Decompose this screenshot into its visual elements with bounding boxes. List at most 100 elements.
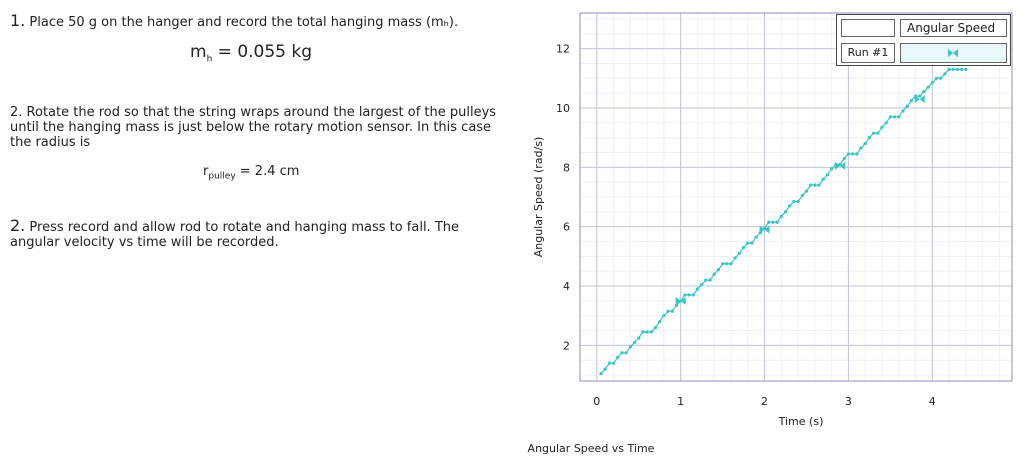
step-2-text: Rotate the rod so that the string wraps … [10, 105, 497, 150]
y-tick-label: 8 [563, 161, 570, 174]
data-point [830, 167, 834, 171]
data-point [863, 141, 867, 146]
y-tick-label: 4 [563, 280, 570, 293]
mass-symbol: m [190, 42, 207, 62]
bowtie-marker [914, 95, 925, 104]
x-axis: 0 1 2 3 4 [593, 395, 936, 408]
radius-subscript: pulley [208, 171, 236, 182]
legend-run-label[interactable]: Run #1 [841, 43, 895, 63]
data-point [880, 125, 884, 129]
data-point [641, 330, 645, 334]
mass-subscript: h [206, 54, 213, 65]
data-point [855, 152, 859, 156]
y-axis-title: Angular Speed (rad/s) [532, 137, 545, 258]
data-point [611, 361, 616, 365]
chart-legend[interactable]: Angular Speed Run #1 [836, 14, 1011, 66]
data-point [695, 287, 700, 291]
data-point [628, 345, 632, 349]
x-tick-label: 0 [593, 395, 600, 408]
step-1-text: Place 50 g on the hanger and record the … [29, 15, 459, 30]
data-point [813, 183, 817, 187]
data-point [712, 272, 716, 276]
legend-column-header: Angular Speed [900, 19, 1007, 37]
data-point [725, 262, 729, 266]
bowtie-marker-icon [948, 49, 958, 57]
data-point [825, 173, 830, 177]
data-point [842, 156, 846, 161]
data-point [796, 199, 800, 204]
data-point [649, 330, 653, 334]
y-axis: 2 4 6 8 10 12 [556, 43, 570, 353]
data-point [783, 210, 788, 214]
step-3-text: Press record and allow rod to rotate and… [10, 220, 460, 250]
data-point [670, 309, 674, 313]
data-point [922, 90, 926, 94]
data-point [746, 241, 750, 245]
data-point [771, 220, 775, 224]
data-point [700, 282, 704, 287]
data-point [792, 199, 796, 204]
legend-corner-cell [841, 19, 895, 37]
data-point [737, 251, 741, 255]
data-point [905, 104, 909, 109]
series-run-1 [599, 67, 968, 376]
data-point [939, 76, 943, 80]
data-point [683, 293, 687, 297]
data-point [876, 131, 880, 135]
data-point [930, 81, 934, 85]
x-tick-label: 2 [761, 395, 768, 408]
plot-area[interactable] [579, 12, 1013, 382]
y-tick-label: 6 [563, 221, 570, 234]
data-point [897, 115, 901, 119]
data-point [637, 336, 641, 340]
data-point [892, 115, 897, 119]
data-point [704, 278, 708, 282]
bowtie-marker [835, 161, 846, 170]
step-2-number: 2. [10, 105, 23, 120]
step-1-number: 1. [10, 11, 26, 30]
data-point [691, 293, 695, 297]
x-tick-label: 3 [845, 395, 852, 408]
data-point [616, 355, 620, 359]
step-3-number: 2. [10, 216, 26, 235]
data-point [775, 220, 779, 224]
x-axis-title: Time (s) [778, 415, 824, 428]
x-tick-label: 4 [929, 395, 936, 408]
data-point [901, 109, 905, 113]
data-point [645, 330, 649, 334]
data-point [662, 314, 666, 318]
data-point [721, 262, 725, 266]
data-point [716, 268, 721, 272]
data-point [653, 325, 658, 330]
hanging-mass-equation: mh = 0.055 kg [190, 42, 312, 64]
mass-value: = 0.055 kg [212, 42, 313, 62]
data-point [943, 72, 947, 76]
series-line [600, 68, 966, 374]
data-point [708, 278, 712, 282]
data-point [955, 67, 960, 71]
step-3-instruction: 2. Press record and allow rod to rotate … [10, 216, 505, 251]
step-2-instruction: 2. Rotate the rod so that the string wra… [10, 105, 500, 150]
data-point [809, 183, 813, 187]
data-point [750, 241, 754, 245]
data-point [817, 183, 821, 187]
data-point [741, 245, 746, 250]
data-point [947, 67, 951, 71]
data-point [624, 351, 628, 355]
legend-series-swatch[interactable] [900, 43, 1007, 63]
y-tick-label: 2 [563, 339, 570, 352]
data-point [620, 351, 624, 355]
data-point [867, 136, 871, 140]
x-tick-label: 1 [677, 395, 684, 408]
data-point [800, 193, 804, 198]
data-point [846, 152, 851, 156]
data-point [607, 361, 611, 365]
data-point [767, 220, 771, 224]
data-point [804, 189, 809, 193]
data-point [779, 214, 783, 218]
data-point [762, 226, 767, 230]
bowtie-marker [675, 296, 686, 305]
data-point [851, 152, 855, 156]
data-point [788, 204, 792, 208]
